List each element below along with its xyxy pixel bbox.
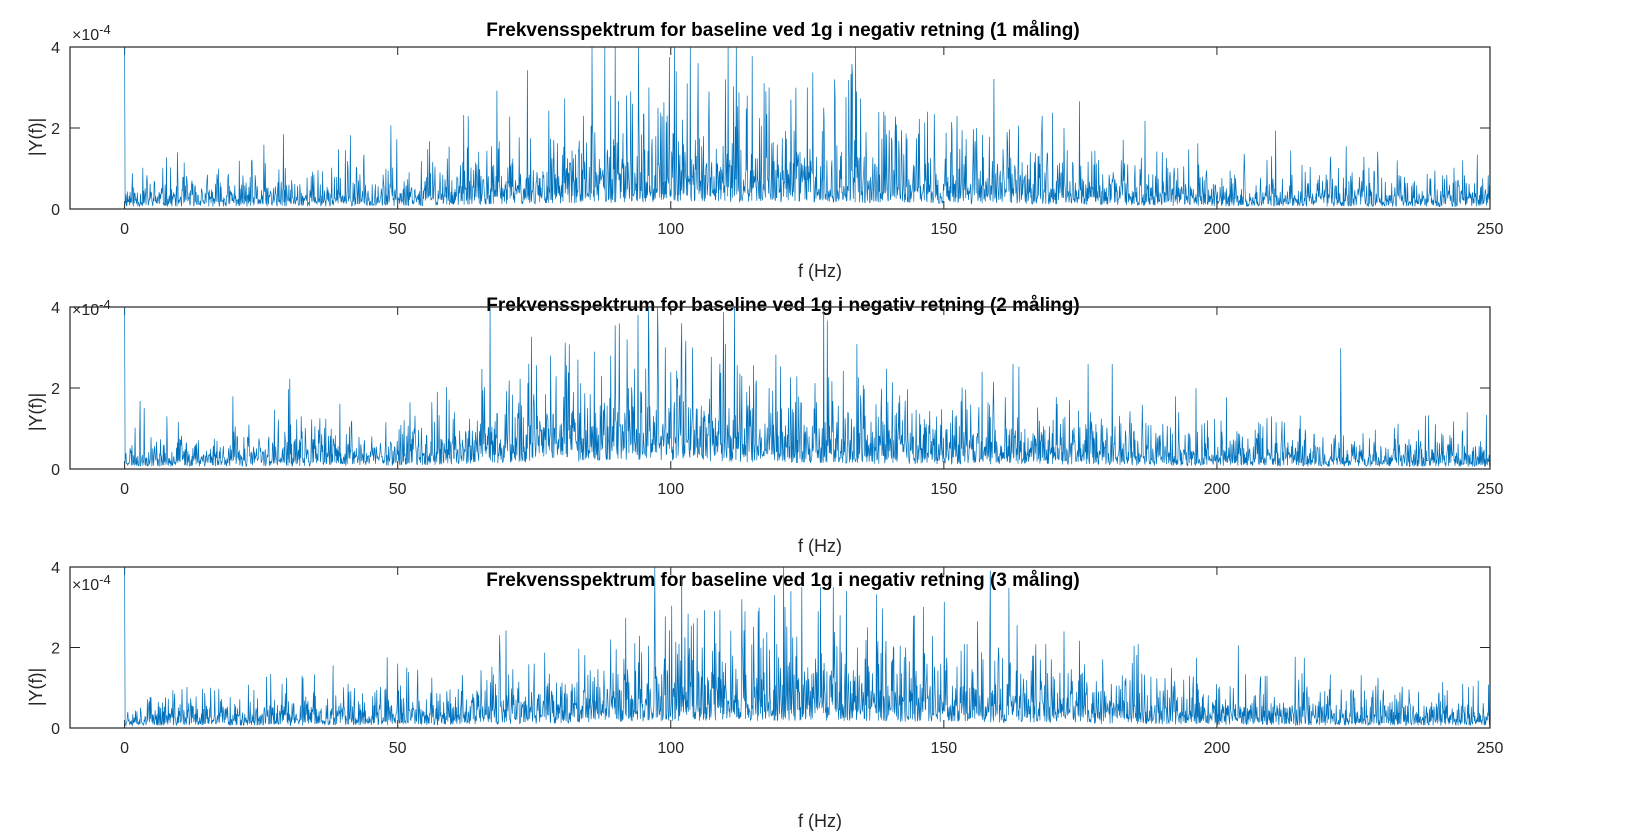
x-tick-label: 250 [1477, 481, 1504, 498]
subplot-3-axes-box [69, 566, 1491, 729]
x-tick-label: 0 [120, 221, 129, 238]
subplot-2-ylabel: |Y(f)| [26, 393, 46, 431]
subplot-2-exponent: ×10-4 [72, 297, 111, 319]
x-tick-label: 50 [389, 481, 407, 498]
x-tick-label: 50 [389, 221, 407, 238]
y-tick-label: 0 [51, 202, 60, 219]
subplot-1-exponent-power: -4 [99, 22, 111, 37]
subplot-3-exponent-power: -4 [99, 572, 111, 587]
subplot-3-ylabel: |Y(f)| [26, 668, 46, 706]
subplot-3-exponent: ×10-4 [72, 572, 111, 594]
y-tick-label: 0 [51, 462, 60, 479]
x-tick-label: 150 [930, 481, 957, 498]
subplot-3-x-ticks: 0 50 100 150 200 250 [120, 567, 1503, 757]
x-tick-label: 0 [120, 740, 129, 757]
x-tick-label: 50 [389, 740, 407, 757]
x-tick-label: 200 [1204, 481, 1231, 498]
y-tick-label: 2 [51, 121, 60, 138]
subplot-2: Frekvensspektrum for baseline ved 1g i n… [26, 295, 1503, 556]
x-tick-label: 100 [657, 481, 684, 498]
x-tick-label: 150 [930, 221, 957, 238]
subplot-1-x-ticks: 0 50 100 150 200 250 [120, 47, 1503, 238]
subplot-2-xlabel: f (Hz) [798, 536, 842, 556]
subplot-2-x-ticks: 0 50 100 150 200 250 [120, 307, 1503, 498]
subplot-1-series-group [124, 46, 1490, 208]
subplot-2-series-group [124, 306, 1490, 468]
subplot-2-exponent-base: ×10 [72, 302, 99, 319]
spectrum-line [124, 566, 1490, 727]
subplot-2-title: Frekvensspektrum for baseline ved 1g i n… [486, 295, 1079, 316]
y-tick-label: 0 [51, 721, 60, 738]
subplot-1-axes-box [69, 46, 1491, 210]
subplot-3: Frekvensspektrum for baseline ved 1g i n… [26, 560, 1503, 831]
subplot-3-title: Frekvensspektrum for baseline ved 1g i n… [486, 570, 1079, 591]
subplot-1-xlabel: f (Hz) [798, 261, 842, 281]
y-tick-label: 2 [51, 641, 60, 658]
subplot-2-exponent-power: -4 [99, 297, 111, 312]
y-tick-label: 4 [51, 40, 60, 57]
x-tick-label: 200 [1204, 740, 1231, 757]
x-tick-label: 0 [120, 481, 129, 498]
y-tick-label: 2 [51, 381, 60, 398]
x-tick-label: 200 [1204, 221, 1231, 238]
subplot-1-ylabel: |Y(f)| [26, 118, 46, 156]
subplot-3-xlabel: f (Hz) [798, 811, 842, 831]
subplot-2-axes-box [69, 306, 1491, 470]
x-tick-label: 250 [1477, 221, 1504, 238]
subplot-1-exponent-base: ×10 [72, 27, 99, 44]
spectrum-line [124, 306, 1490, 468]
subplot-1-exponent: ×10-4 [72, 22, 111, 44]
subplot-3-exponent-base: ×10 [72, 577, 99, 594]
subplot-3-series-group [124, 566, 1490, 727]
x-tick-label: 250 [1477, 740, 1504, 757]
subplot-1: Frekvensspektrum for baseline ved 1g i n… [26, 20, 1503, 281]
x-tick-label: 100 [657, 740, 684, 757]
y-tick-label: 4 [51, 300, 60, 317]
x-tick-label: 100 [657, 221, 684, 238]
spectrum-line [124, 46, 1490, 208]
y-tick-label: 4 [51, 560, 60, 577]
x-tick-label: 150 [930, 740, 957, 757]
subplot-1-title: Frekvensspektrum for baseline ved 1g i n… [486, 20, 1079, 41]
